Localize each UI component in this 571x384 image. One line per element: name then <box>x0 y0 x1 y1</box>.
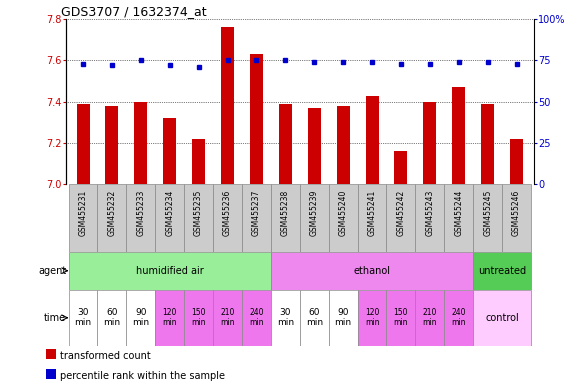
Bar <box>126 184 155 252</box>
Bar <box>250 54 263 184</box>
Bar <box>329 290 357 346</box>
Text: GSM455240: GSM455240 <box>339 190 348 236</box>
Bar <box>77 104 90 184</box>
Text: humidified air: humidified air <box>136 266 204 276</box>
Text: time: time <box>44 313 66 323</box>
Bar <box>69 290 98 346</box>
Text: GSM455246: GSM455246 <box>512 190 521 236</box>
Text: 150
min: 150 min <box>393 308 408 328</box>
Text: 240
min: 240 min <box>452 308 466 328</box>
Text: GSM455233: GSM455233 <box>136 190 145 236</box>
Bar <box>98 290 126 346</box>
Bar <box>502 184 531 252</box>
Bar <box>481 104 494 184</box>
Bar <box>271 290 300 346</box>
Bar <box>271 184 300 252</box>
Text: 120
min: 120 min <box>365 308 379 328</box>
Bar <box>242 184 271 252</box>
Text: 30
min: 30 min <box>74 308 91 328</box>
Text: GSM455232: GSM455232 <box>107 190 116 236</box>
Text: 60
min: 60 min <box>103 308 120 328</box>
Text: GSM455231: GSM455231 <box>78 190 87 236</box>
Text: GSM455234: GSM455234 <box>165 190 174 236</box>
Text: 150
min: 150 min <box>191 308 206 328</box>
Text: 240
min: 240 min <box>249 308 264 328</box>
Bar <box>415 290 444 346</box>
Bar <box>423 102 436 184</box>
Bar <box>134 102 147 184</box>
Text: GSM455235: GSM455235 <box>194 190 203 236</box>
Text: GSM455241: GSM455241 <box>368 190 376 236</box>
Text: ethanol: ethanol <box>353 266 391 276</box>
Bar <box>415 184 444 252</box>
Bar <box>184 290 213 346</box>
Bar <box>213 290 242 346</box>
Text: GSM455237: GSM455237 <box>252 190 261 236</box>
Bar <box>337 106 349 184</box>
Text: 90
min: 90 min <box>335 308 352 328</box>
Bar <box>155 184 184 252</box>
Bar <box>329 184 357 252</box>
Text: GSM455244: GSM455244 <box>455 190 463 236</box>
Bar <box>300 184 329 252</box>
Bar <box>163 118 176 184</box>
Bar <box>46 349 56 359</box>
Bar <box>473 184 502 252</box>
Bar <box>510 139 523 184</box>
Bar <box>444 290 473 346</box>
Bar <box>155 290 184 346</box>
Text: transformed count: transformed count <box>60 351 151 361</box>
Text: untreated: untreated <box>478 266 526 276</box>
Bar <box>473 252 531 290</box>
Text: GSM455238: GSM455238 <box>281 190 290 236</box>
Text: GSM455242: GSM455242 <box>396 190 405 236</box>
Bar <box>242 290 271 346</box>
Bar <box>221 28 234 184</box>
Bar <box>473 290 531 346</box>
Bar <box>387 184 415 252</box>
Text: 210
min: 210 min <box>220 308 235 328</box>
Text: GSM455243: GSM455243 <box>425 190 435 236</box>
Bar <box>387 290 415 346</box>
Text: 60
min: 60 min <box>305 308 323 328</box>
Text: percentile rank within the sample: percentile rank within the sample <box>60 371 225 381</box>
Bar <box>184 184 213 252</box>
Bar <box>357 290 387 346</box>
Text: 30
min: 30 min <box>277 308 294 328</box>
Bar <box>69 184 98 252</box>
Text: 210
min: 210 min <box>423 308 437 328</box>
Text: control: control <box>485 313 519 323</box>
Bar <box>444 184 473 252</box>
Text: GSM455245: GSM455245 <box>483 190 492 236</box>
Text: GSM455239: GSM455239 <box>309 190 319 236</box>
Bar <box>192 139 205 184</box>
Bar <box>69 252 271 290</box>
Bar <box>126 290 155 346</box>
Text: GSM455236: GSM455236 <box>223 190 232 236</box>
Bar <box>452 87 465 184</box>
Bar <box>300 290 329 346</box>
Bar <box>357 184 387 252</box>
Text: GDS3707 / 1632374_at: GDS3707 / 1632374_at <box>61 5 207 18</box>
Text: 90
min: 90 min <box>132 308 150 328</box>
Bar <box>279 104 292 184</box>
Bar <box>271 252 473 290</box>
Bar <box>46 369 56 379</box>
Bar <box>365 96 379 184</box>
Text: agent: agent <box>38 266 66 276</box>
Bar <box>308 108 321 184</box>
Text: 120
min: 120 min <box>163 308 177 328</box>
Bar <box>98 184 126 252</box>
Bar <box>106 106 118 184</box>
Bar <box>395 151 408 184</box>
Bar <box>213 184 242 252</box>
